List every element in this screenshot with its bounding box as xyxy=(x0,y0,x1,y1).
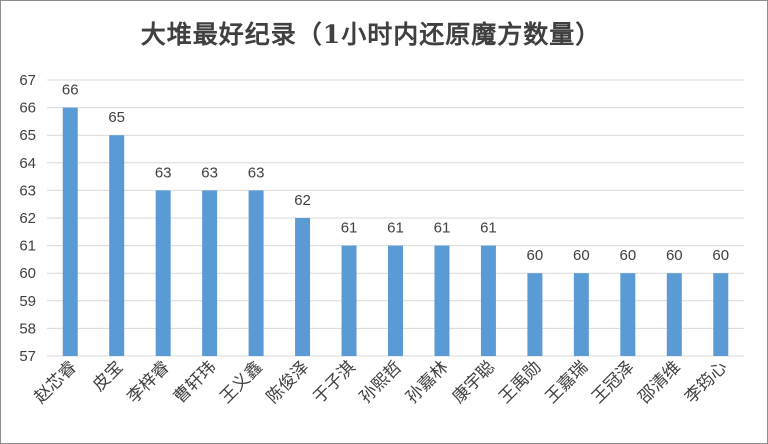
y-tick-label: 60 xyxy=(19,265,36,282)
x-tick-label: 皮宝 xyxy=(89,357,127,395)
data-label: 60 xyxy=(619,247,636,264)
data-label: 65 xyxy=(108,109,125,126)
x-tick-label: 赵芯睿 xyxy=(31,357,81,407)
y-tick-label: 63 xyxy=(19,182,36,199)
bar xyxy=(202,190,218,356)
x-tick-label: 王义鑫 xyxy=(216,357,266,407)
y-tick-label: 64 xyxy=(19,155,36,172)
data-label: 61 xyxy=(434,220,451,237)
x-tick-label: 康宇聪 xyxy=(449,357,499,407)
y-tick-label: 67 xyxy=(19,72,36,89)
y-tick-label: 65 xyxy=(19,127,36,144)
data-label: 63 xyxy=(201,164,218,181)
x-tick-label: 王嘉瑞 xyxy=(542,357,592,407)
y-tick-label: 61 xyxy=(19,238,36,255)
bar xyxy=(388,245,403,356)
data-label: 60 xyxy=(527,247,544,264)
x-tick-label: 邵清维 xyxy=(635,357,685,407)
bar xyxy=(480,245,496,356)
y-tick-label: 59 xyxy=(19,293,36,310)
data-label: 62 xyxy=(294,192,311,209)
y-tick-label: 66 xyxy=(19,100,36,117)
data-label: 60 xyxy=(573,247,590,264)
x-tick-label: 王冠泽 xyxy=(588,357,638,407)
x-tick-label: 于子淇 xyxy=(309,357,359,407)
bar xyxy=(434,245,450,356)
bar xyxy=(573,273,589,356)
x-tick-label: 孙嘉林 xyxy=(402,357,452,407)
x-tick-label: 曹轩玮 xyxy=(170,357,220,407)
bar xyxy=(295,218,311,356)
data-label: 60 xyxy=(666,247,683,264)
data-label: 61 xyxy=(480,220,497,237)
bar xyxy=(341,245,357,356)
data-label: 66 xyxy=(62,82,79,99)
data-label: 61 xyxy=(341,220,358,237)
y-tick-label: 58 xyxy=(19,320,36,337)
x-tick-label: 王禹勋 xyxy=(495,357,545,407)
y-tick-label: 62 xyxy=(19,210,36,227)
data-label: 60 xyxy=(712,247,729,264)
bar xyxy=(248,190,264,356)
bar xyxy=(109,135,125,356)
data-label: 63 xyxy=(248,164,265,181)
bar xyxy=(62,107,78,356)
data-label: 63 xyxy=(155,164,172,181)
x-tick-label: 陈俊泽 xyxy=(263,357,313,407)
bar xyxy=(155,190,171,356)
data-label: 61 xyxy=(387,220,404,237)
x-tick-label: 李筠心 xyxy=(681,357,731,407)
bar xyxy=(527,273,543,356)
bar xyxy=(620,273,636,356)
x-tick-label: 孙熙哲 xyxy=(356,357,406,407)
y-tick-label: 57 xyxy=(19,348,36,365)
bar xyxy=(666,273,682,356)
bar xyxy=(713,273,729,356)
chart-title: 大堆最好纪录（1小时内还原魔方数量） xyxy=(140,20,602,49)
x-tick-label: 李梓睿 xyxy=(123,357,173,407)
